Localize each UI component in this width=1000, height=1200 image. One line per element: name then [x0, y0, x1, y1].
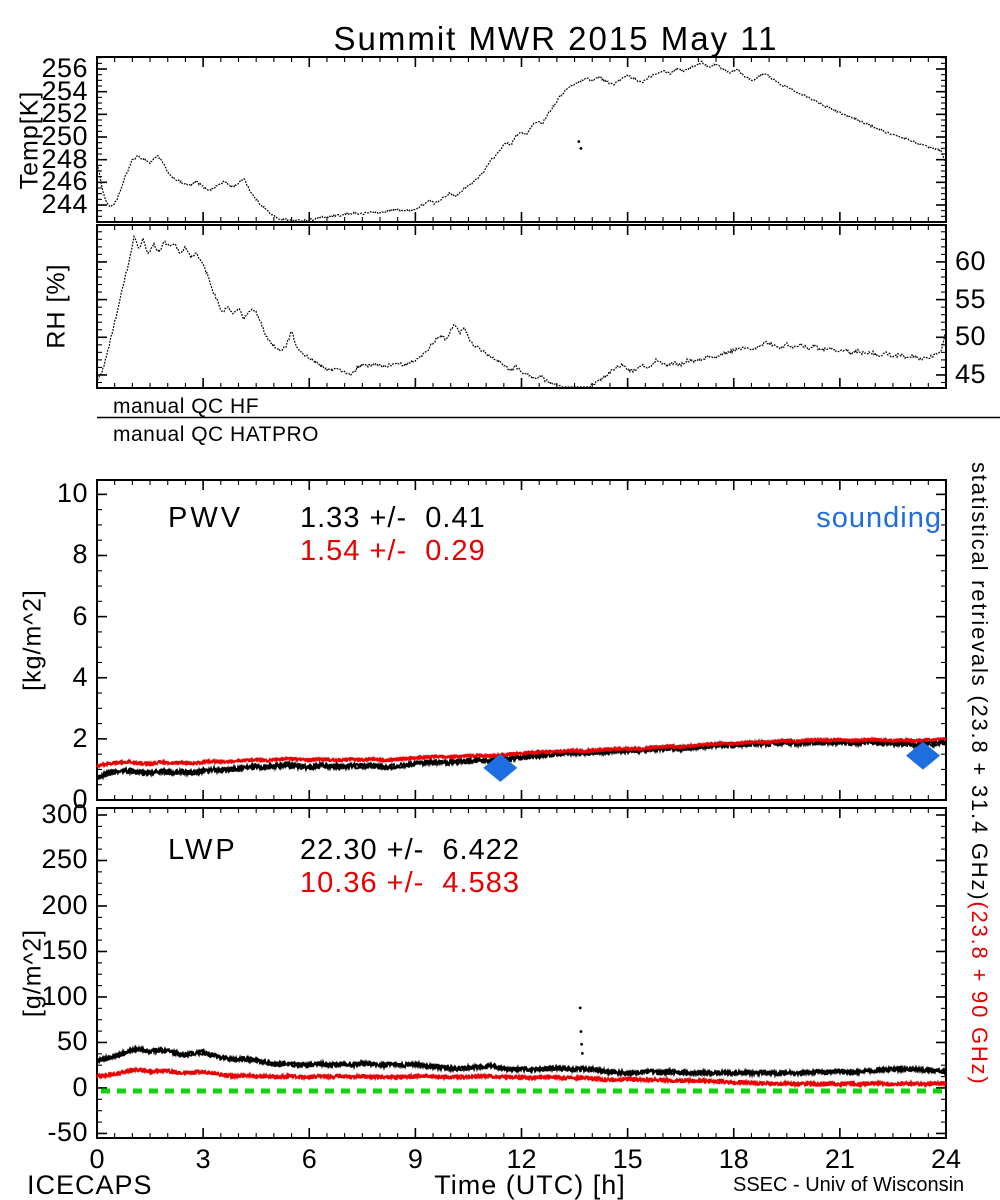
x-tick-label: 3 — [195, 1144, 211, 1174]
lwp-y-tick-label: 100 — [41, 980, 88, 1011]
pwv-y-tick-label: 0 — [72, 784, 88, 814]
lwp-y-tick-label: -50 — [47, 1117, 88, 1148]
lwp-y-tick-label: 0 — [72, 1071, 88, 1102]
series-pwv-23.8+31.4GHz — [96, 737, 947, 781]
page-title: Summit MWR 2015 May 11 — [333, 20, 779, 57]
x-tick-label: 18 — [718, 1144, 749, 1174]
outlier-dot — [580, 1051, 584, 1055]
outlier-dot — [577, 140, 581, 143]
pwv-y-tick-label: 6 — [72, 600, 88, 631]
series-lwp-23.8+31.4GHz — [96, 1044, 947, 1079]
credit-label: SSEC - Univ of Wisconsin — [733, 1175, 965, 1195]
lwp-stats-black: 22.30 +/- 6.422 — [300, 834, 520, 866]
pwv-stats-black: 1.33 +/- 0.41 — [300, 502, 486, 534]
pwv-y-tick-label: 4 — [72, 661, 88, 692]
series-pwv-23.8+90GHz — [96, 736, 947, 768]
series-lwp-23.8+90GHz — [96, 1066, 947, 1088]
relative-humidity-y-tick-label: 50 — [955, 321, 987, 352]
rh-axis-title: RH [%] — [42, 263, 71, 349]
relative-humidity-y-tick-label: 55 — [955, 283, 987, 314]
pwv-y-tick-label: 2 — [72, 722, 88, 753]
lwp-y-tick-label: 50 — [56, 1026, 88, 1057]
qc-row-hf: manual QC HF — [113, 395, 260, 418]
x-tick-label: 9 — [407, 1144, 423, 1174]
lwp-stats-label: LWP — [168, 834, 238, 866]
lwp-y-tick-label: 250 — [41, 844, 88, 875]
project-label: ICECAPS — [27, 1170, 153, 1200]
pwv-y-tick-label: 8 — [72, 539, 88, 570]
temperature-y-tick-label: 250 — [41, 121, 88, 151]
qc-row-hatpro: manual QC HATPRO — [113, 423, 319, 446]
relative-humidity-panel-border — [96, 224, 947, 389]
lwp-y-tick-label: 150 — [41, 935, 88, 966]
temperature-y-tick-label: 246 — [41, 166, 88, 197]
sounding-legend: sounding — [816, 502, 942, 534]
x-axis-title: Time (UTC) [h] — [434, 1170, 626, 1200]
temperature-y-tick-label: 256 — [41, 53, 88, 83]
outlier-dot — [579, 146, 583, 150]
x-tick-label: 24 — [930, 1144, 962, 1174]
retrieval-method-red: (23.8 + 90 GHz) — [967, 901, 992, 1086]
lwp-y-tick-label: 200 — [41, 889, 88, 920]
relative-humidity-y-tick-label: 60 — [955, 245, 987, 276]
pwv-stats-red: 1.54 +/- 0.29 — [300, 535, 486, 567]
x-tick-label: 21 — [824, 1144, 855, 1174]
retrieval-method-black: statistical retrievals (23.8 + 31.4 GHz) — [967, 462, 992, 902]
lwp-stats-red: 10.36 +/- 4.583 — [300, 867, 520, 899]
outlier-dot — [578, 1006, 582, 1010]
temperature-panel-border — [96, 56, 947, 223]
x-tick-label: 12 — [506, 1144, 537, 1174]
x-tick-label: 15 — [612, 1144, 643, 1174]
outlier-dot — [579, 1030, 583, 1033]
temperature-y-tick-label: 248 — [41, 143, 88, 174]
outlier-dot — [580, 1042, 584, 1046]
series-ambient-temperature — [96, 60, 947, 223]
relative-humidity-y-tick-label: 45 — [955, 358, 987, 389]
temperature-y-tick-label: 244 — [41, 189, 88, 219]
sounding-marker — [483, 753, 518, 782]
temperature-y-tick-label: 252 — [41, 98, 88, 129]
retrieval-method-label: statistical retrievals (23.8 + 31.4 GHz)… — [967, 462, 992, 1086]
x-tick-label: 6 — [301, 1144, 317, 1174]
pwv-y-tick-label: 10 — [56, 478, 88, 509]
lwp-y-tick-label: 300 — [41, 799, 88, 829]
pwv-stats-label: PWV — [168, 502, 244, 534]
sounding-marker — [906, 741, 941, 770]
x-tick-label: 0 — [89, 1144, 105, 1174]
temperature-y-tick-label: 254 — [41, 75, 88, 106]
series-relative-humidity — [96, 234, 947, 388]
